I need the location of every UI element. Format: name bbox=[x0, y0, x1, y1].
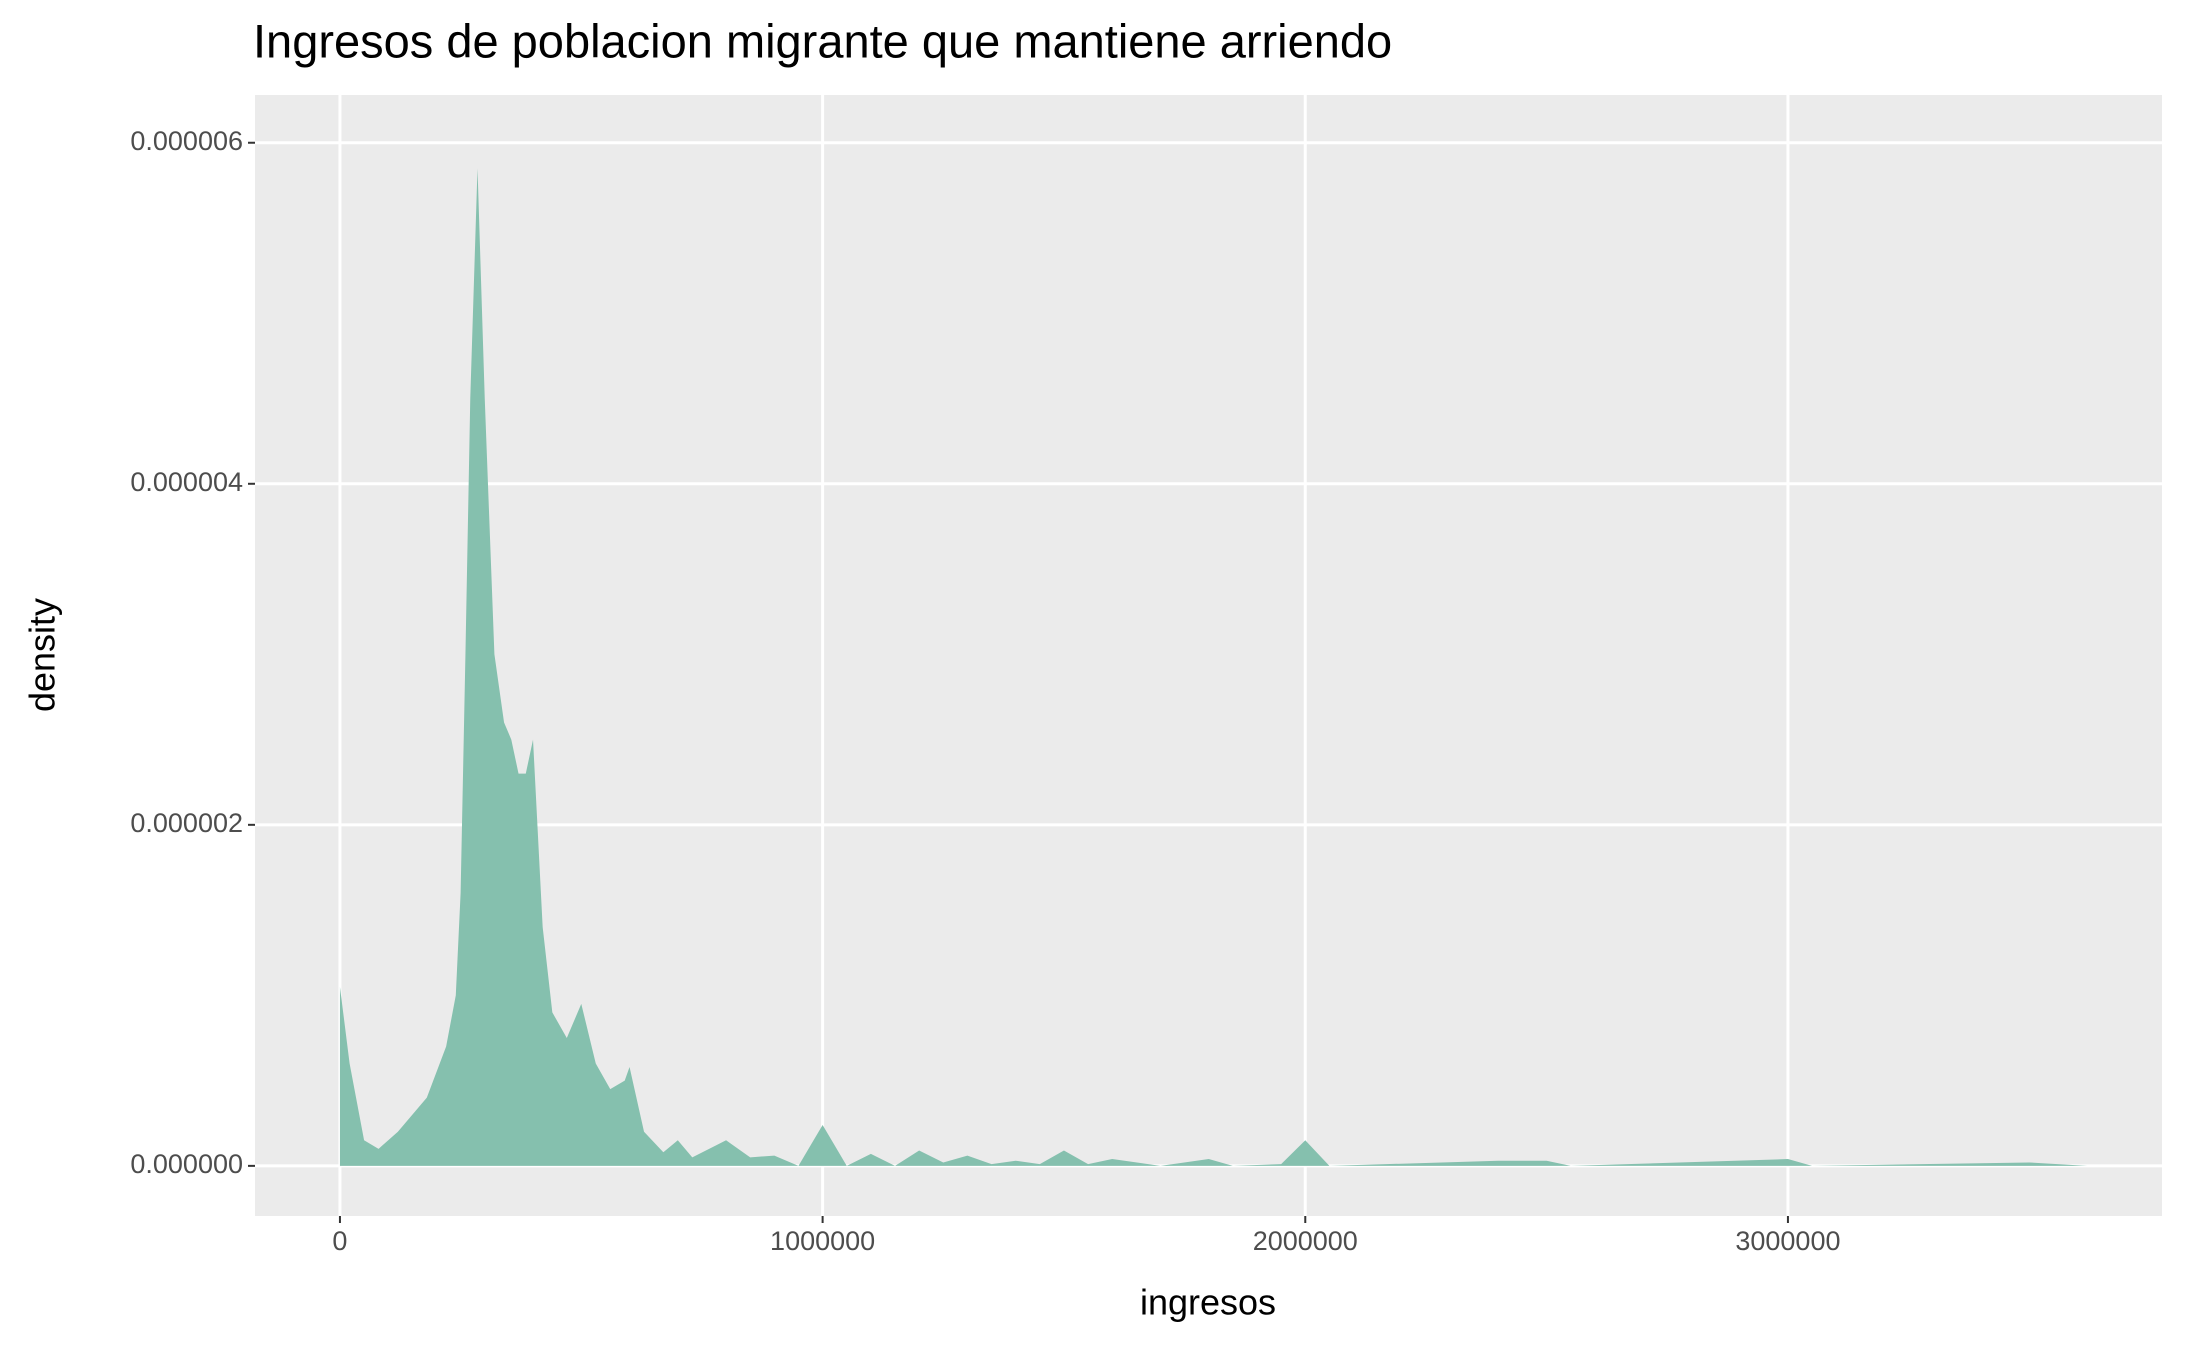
x-tick-label: 1000000 bbox=[770, 1226, 875, 1256]
y-tick-label: 0.000004 bbox=[130, 467, 243, 497]
x-axis-title: ingresos bbox=[1140, 1282, 1276, 1323]
x-tick-label: 2000000 bbox=[1253, 1226, 1358, 1256]
y-tick-label: 0.000000 bbox=[130, 1149, 243, 1179]
y-axis-title: density bbox=[22, 598, 63, 712]
y-tick-label: 0.000002 bbox=[130, 808, 243, 838]
density-area bbox=[339, 168, 2088, 1166]
chart-title: Ingresos de poblacion migrante que manti… bbox=[253, 14, 1392, 67]
x-tick-label: 3000000 bbox=[1735, 1226, 1840, 1256]
x-tick-label: 0 bbox=[332, 1226, 347, 1256]
y-tick-label: 0.000006 bbox=[130, 126, 243, 156]
